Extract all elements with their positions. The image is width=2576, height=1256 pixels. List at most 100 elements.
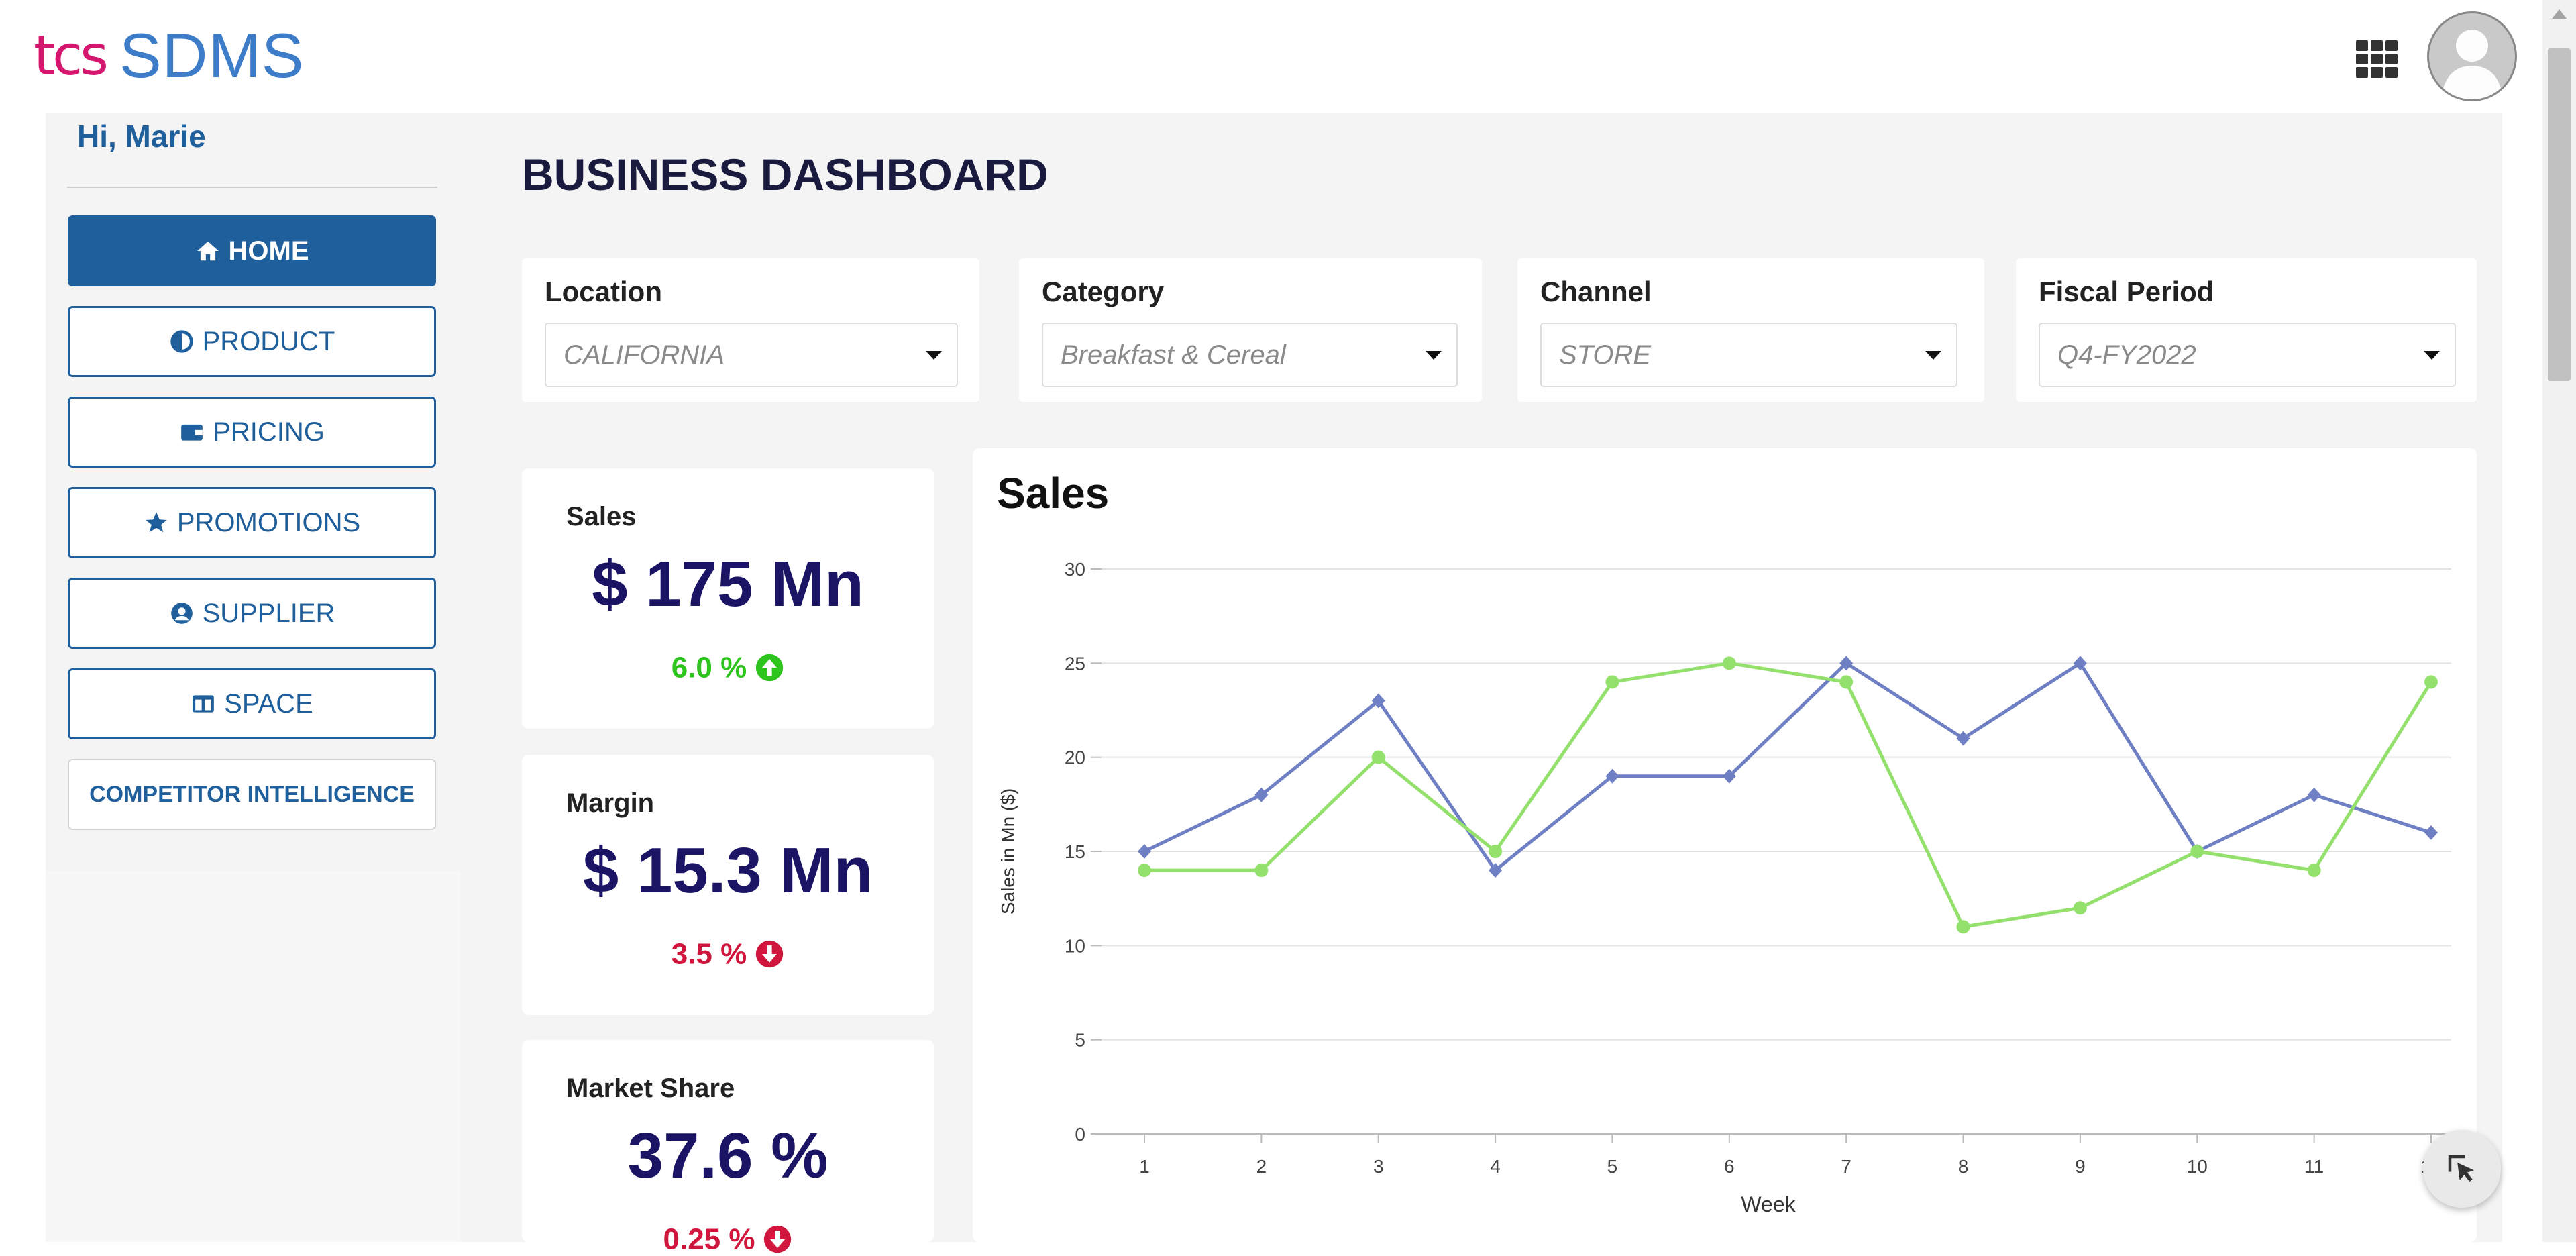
kpi-card-sales: Sales $ 175 Mn 6.0 % [522, 468, 934, 729]
user-avatar-icon[interactable] [2427, 11, 2517, 101]
data-point [1138, 863, 1151, 878]
category-value: Breakfast & Cereal [1061, 340, 1286, 370]
filter-fiscal-period-label: Fiscal Period [2039, 276, 2214, 307]
x-tick-label: 5 [1607, 1156, 1618, 1177]
filter-category: Category Breakfast & Cereal [1019, 258, 1482, 402]
tcs-sdms-logo[interactable]: tcs SDMS [34, 19, 305, 93]
nav-pricing-button[interactable]: PRICING [68, 397, 436, 468]
nav-product-button[interactable]: PRODUCT [68, 306, 436, 377]
location-dropdown[interactable]: CALIFORNIA [545, 323, 958, 387]
sidebar-divider [67, 187, 437, 188]
data-point [1722, 656, 1736, 670]
top-bar: tcs SDMS [0, 0, 2542, 113]
caret-down-icon [2424, 351, 2440, 360]
star-icon [144, 510, 169, 535]
nav-supplier-button[interactable]: SUPPLIER [68, 578, 436, 649]
sales-chart-card: Sales 051015202530123456789101112WeekSal… [973, 448, 2477, 1242]
kpi-change: 0.25 % [522, 1221, 934, 1256]
y-tick-label: 5 [1075, 1030, 1085, 1051]
data-point [1138, 844, 1151, 859]
series-line [1143, 660, 2432, 873]
data-point [1254, 787, 1269, 802]
nav-home-label: HOME [228, 235, 309, 266]
chart-title: Sales [997, 469, 1110, 517]
nav-product-label: PRODUCT [202, 326, 335, 356]
x-tick-label: 6 [1724, 1156, 1735, 1177]
filter-fiscal-period: Fiscal Period Q4-FY2022 [2016, 258, 2477, 402]
data-point [1489, 845, 1503, 858]
sales-line-chart: 051015202530123456789101112WeekSales in … [998, 559, 2451, 1216]
kpi-value: 37.6 % [627, 1120, 828, 1192]
data-point [1605, 768, 1619, 784]
data-point [1839, 656, 1854, 671]
sidebar-footer-area [46, 871, 460, 1242]
data-point [2307, 863, 2321, 878]
data-point [2307, 787, 2321, 802]
data-point [1371, 693, 1385, 709]
kpi-change-value: 0.25 % [663, 1222, 755, 1256]
y-tick-label: 0 [1075, 1124, 1085, 1145]
nav-space-label: SPACE [224, 688, 313, 719]
fiscal-period-dropdown[interactable]: Q4-FY2022 [2039, 323, 2456, 387]
columns-icon [191, 691, 216, 717]
kpi-label: Margin [566, 788, 655, 818]
half-circle-icon [169, 329, 195, 354]
greeting-text: Hi, Marie [77, 119, 206, 154]
data-point [2073, 656, 2087, 671]
channel-value: STORE [1559, 340, 1652, 370]
kpi-change: 6.0 % [522, 649, 934, 684]
arrow-down-circle-icon [764, 1226, 792, 1253]
data-point [1956, 731, 1970, 746]
page-title: BUSINESS DASHBOARD [522, 150, 1049, 199]
x-tick-label: 8 [1958, 1156, 1969, 1177]
nav-space-button[interactable]: SPACE [68, 668, 436, 739]
data-point [1956, 920, 1970, 934]
x-tick-label: 3 [1373, 1156, 1384, 1177]
nav-promotions-button[interactable]: PROMOTIONS [68, 487, 436, 558]
scrollbar-thumb[interactable] [2548, 48, 2571, 381]
vertical-scrollbar[interactable] [2542, 0, 2576, 1242]
nav-competitor-intelligence-label: COMPETITOR INTELLIGENCE [89, 781, 415, 807]
kpi-value: $ 175 Mn [592, 548, 864, 620]
nav-home-button[interactable]: HOME [68, 215, 436, 286]
data-point [1605, 675, 1619, 689]
caret-down-icon [1426, 351, 1442, 360]
data-point [1254, 863, 1269, 878]
pointer-select-button[interactable] [2423, 1130, 2501, 1208]
kpi-label: Market Share [566, 1074, 735, 1103]
filter-location: Location CALIFORNIA [522, 258, 979, 402]
x-axis-label: Week [1741, 1192, 1796, 1216]
scroll-up-arrow-icon[interactable] [2552, 9, 2567, 19]
data-point [1371, 750, 1385, 764]
x-tick-label: 10 [2187, 1156, 2208, 1177]
data-point [1722, 768, 1736, 784]
kpi-card-market-share: Market Share 37.6 % 0.25 % [522, 1040, 934, 1255]
grid-apps-icon[interactable] [2356, 40, 2399, 78]
channel-dropdown[interactable]: STORE [1540, 323, 1957, 387]
caret-down-icon [1925, 351, 1941, 360]
x-tick-label: 2 [1256, 1156, 1267, 1177]
user-circle-icon [169, 600, 195, 626]
data-point [2190, 845, 2204, 858]
nav-competitor-intelligence-button[interactable]: COMPETITOR INTELLIGENCE [68, 759, 436, 830]
y-tick-label: 10 [1065, 935, 1085, 956]
logo-mark: tcs [34, 23, 109, 88]
data-point [1489, 863, 1503, 878]
nav-pricing-label: PRICING [213, 417, 325, 447]
filter-location-label: Location [545, 276, 662, 307]
kpi-label: Sales [566, 502, 637, 531]
x-tick-label: 4 [1490, 1156, 1501, 1177]
series-line [1144, 661, 2433, 929]
pointer-select-icon [2448, 1155, 2474, 1182]
y-tick-label: 15 [1065, 841, 1085, 862]
y-tick-label: 25 [1065, 653, 1085, 674]
data-point [2073, 901, 2087, 915]
data-point [1839, 675, 1854, 689]
filter-channel-label: Channel [1540, 276, 1652, 307]
x-tick-label: 9 [2075, 1156, 2086, 1177]
y-tick-label: 20 [1065, 747, 1085, 768]
category-dropdown[interactable]: Breakfast & Cereal [1042, 323, 1458, 387]
kpi-change-value: 3.5 % [671, 937, 747, 971]
x-tick-label: 7 [1841, 1156, 1851, 1177]
caret-down-icon [926, 351, 942, 360]
